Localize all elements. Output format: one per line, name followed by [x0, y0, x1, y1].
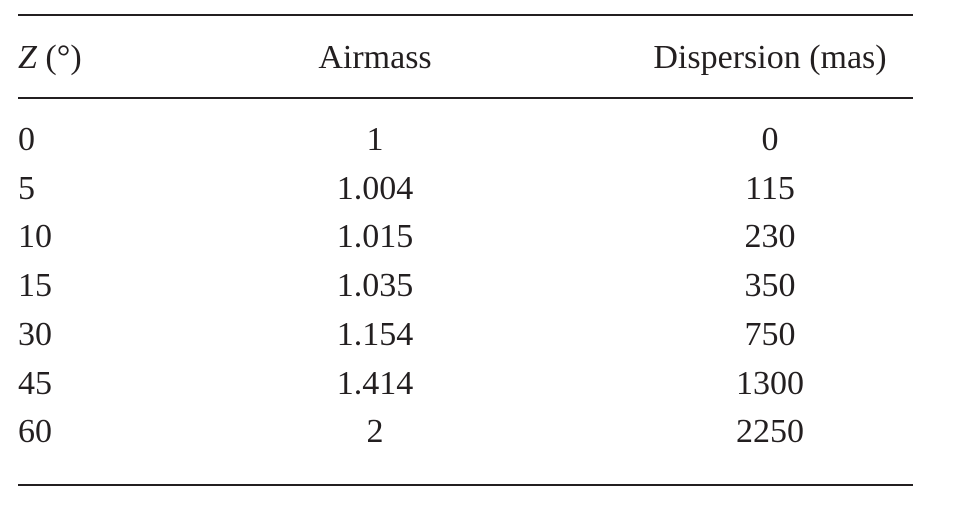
body-cell: 0	[18, 120, 35, 160]
cell-text: 30	[18, 315, 52, 353]
header-rule	[18, 97, 913, 99]
body-cell: 350	[620, 266, 920, 306]
body-cell: 750	[620, 315, 920, 355]
body-cell: 230	[620, 217, 920, 257]
cell-text: 1.154	[336, 315, 414, 353]
body-cell: 0	[620, 120, 920, 160]
cell-text: 1.035	[336, 267, 414, 305]
cell-text: 1.015	[336, 218, 414, 256]
cell-text: 10	[18, 218, 52, 256]
header-cell: Airmass	[225, 38, 525, 78]
cell-text: 1.004	[336, 169, 414, 207]
cell-text: 1.414	[336, 364, 414, 402]
body-cell: 1300	[620, 364, 920, 404]
body-cell: 115	[620, 169, 920, 209]
body-cell: 1.414	[225, 364, 525, 404]
body-cell: 2250	[620, 412, 920, 452]
body-cell: 10	[18, 217, 52, 257]
body-cell: 1.015	[225, 217, 525, 257]
cell-text: 230	[744, 218, 796, 256]
cell-text: 0	[761, 121, 779, 158]
cell-text: 0	[18, 121, 35, 158]
cell-text: 5	[18, 169, 35, 207]
body-cell: 2	[225, 412, 525, 452]
body-cell: 45	[18, 364, 52, 404]
body-cell: 1.004	[225, 169, 525, 209]
body-cell: 5	[18, 169, 35, 209]
cell-text: Z (°)	[18, 39, 82, 76]
cell-text: 15	[18, 267, 52, 305]
body-cell: 60	[18, 412, 52, 452]
body-cell: 1	[225, 120, 525, 160]
top-rule	[18, 14, 913, 16]
cell-text: 350	[744, 267, 796, 305]
cell-text: 750	[744, 315, 796, 353]
header-cell: Z (°)	[18, 38, 82, 78]
cell-text: 2250	[736, 413, 804, 451]
header-cell: Dispersion (mas)	[620, 38, 920, 78]
cell-text: 1300	[736, 364, 804, 402]
body-cell: 15	[18, 266, 52, 306]
cell-text: 2	[366, 413, 384, 451]
cell-text: Airmass	[318, 39, 432, 76]
cell-text: Dispersion (mas)	[653, 39, 887, 76]
cell-text: 45	[18, 364, 52, 402]
body-cell: 30	[18, 315, 52, 355]
cell-text: 115	[745, 169, 795, 207]
body-cell: 1.035	[225, 266, 525, 306]
cell-text: 1	[366, 121, 384, 158]
cell-text: 60	[18, 413, 52, 451]
bottom-rule	[18, 484, 913, 486]
body-cell: 1.154	[225, 315, 525, 355]
